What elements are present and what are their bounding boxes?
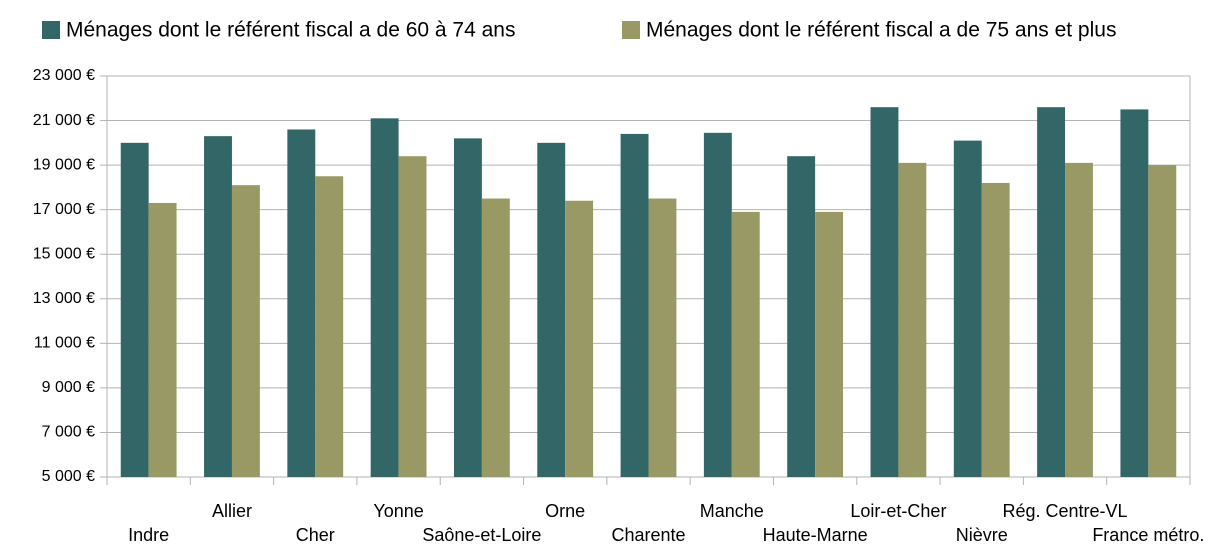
y-tick-label: 7 000 € [42, 424, 95, 441]
x-tick-label: Cher [296, 525, 335, 544]
bar [898, 162, 927, 477]
bar [231, 185, 260, 477]
x-tick-label: Rég. Centre-VL [1003, 501, 1128, 521]
x-tick-label: Allier [212, 501, 252, 521]
y-tick-label: 13 000 € [33, 290, 95, 307]
x-tick-label: Manche [700, 501, 764, 521]
bar [953, 140, 982, 477]
y-tick-label: 9 000 € [42, 379, 95, 396]
x-tick-label: Yonne [373, 501, 423, 521]
bar [731, 211, 760, 477]
legend-label: Ménages dont le référent fiscal a de 75 … [646, 19, 1116, 42]
x-tick-label: Loir-et-Cher [850, 501, 946, 521]
bar [565, 200, 594, 477]
bar [453, 138, 482, 477]
bar [1037, 107, 1066, 477]
x-tick-label: Orne [545, 501, 585, 521]
bar [648, 198, 677, 477]
bar [537, 142, 566, 478]
y-tick-label: 11 000 € [34, 335, 95, 352]
bar [870, 107, 899, 477]
y-tick-label: 23 000 € [33, 67, 95, 84]
bar [398, 156, 427, 477]
bar [1148, 165, 1177, 477]
x-tick-label: France métro. [1092, 525, 1204, 544]
x-tick-label: Charente [611, 525, 685, 544]
bar [703, 132, 732, 477]
y-tick-label: 19 000 € [33, 156, 95, 173]
bar [148, 202, 177, 477]
bar [787, 156, 816, 477]
y-tick-label: 5 000 € [42, 468, 95, 485]
x-tick-label: Haute-Marne [763, 525, 868, 544]
bar [815, 211, 844, 477]
legend-swatch [42, 21, 60, 39]
bar [370, 118, 399, 478]
bar [315, 176, 344, 477]
x-tick-label: Indre [128, 525, 169, 544]
x-tick-label: Nièvre [956, 525, 1008, 544]
y-tick-label: 17 000 € [33, 201, 95, 218]
y-tick-label: 21 000 € [33, 112, 95, 129]
bar [1120, 109, 1149, 478]
legend-label: Ménages dont le référent fiscal a de 60 … [66, 19, 515, 42]
bar [204, 136, 232, 477]
bar [1065, 162, 1093, 477]
bar [620, 133, 649, 477]
legend-swatch [622, 21, 640, 39]
bar [120, 142, 149, 478]
bar [981, 182, 1010, 477]
bar [287, 129, 316, 477]
bar [481, 198, 510, 477]
y-tick-label: 15 000 € [33, 245, 95, 262]
x-tick-label: Saône-et-Loire [422, 525, 541, 544]
